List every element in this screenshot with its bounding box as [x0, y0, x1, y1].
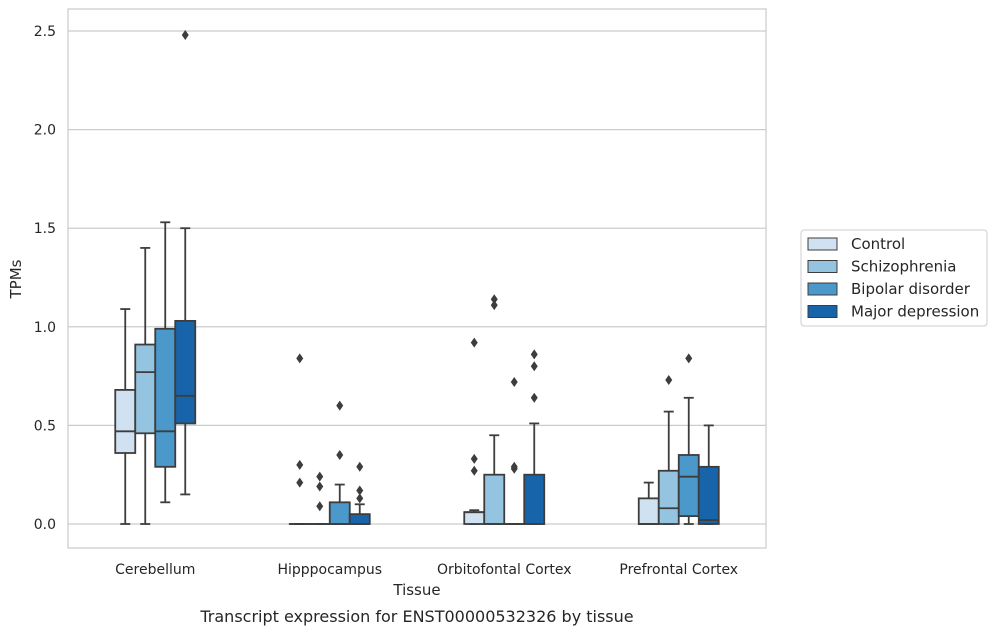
box-group	[503, 377, 526, 525]
box-group	[463, 337, 486, 525]
box	[523, 473, 546, 525]
outlier-point	[316, 501, 324, 512]
outlier-point	[356, 461, 364, 472]
outlier-point	[336, 449, 344, 460]
outlier-point	[356, 485, 364, 496]
legend-label: Major depression	[851, 303, 979, 321]
outlier-point	[530, 349, 538, 360]
outlier-point	[470, 453, 478, 464]
outlier-point	[490, 300, 498, 311]
outlier-point	[470, 337, 478, 348]
box	[463, 511, 486, 525]
outlier-point	[470, 465, 478, 476]
y-axis-label: TPMs	[7, 259, 25, 299]
box	[154, 327, 177, 468]
box	[328, 501, 351, 525]
x-tick-label: Prefrontal Cortex	[619, 562, 738, 578]
box	[677, 454, 700, 518]
box-group	[308, 471, 331, 525]
x-tick-label: Orbitofontal Cortex	[437, 562, 572, 578]
box-group	[328, 400, 351, 525]
plot-frame	[67, 8, 767, 549]
outlier-point	[296, 477, 304, 488]
y-tick-label: 1.5	[34, 221, 56, 237]
x-axis-ticks: Cerebellum Hipppocampus Orbitofontal Corte…	[115, 562, 738, 578]
legend-label: Control	[851, 235, 905, 253]
box-group	[288, 353, 311, 525]
y-tick-label: 2.0	[34, 123, 56, 139]
y-tick-label: 2.5	[34, 24, 56, 40]
box-group	[677, 353, 700, 525]
box-group	[523, 349, 546, 525]
box-group	[174, 29, 197, 496]
box-group	[637, 481, 660, 525]
outlier-point	[510, 377, 518, 388]
box-series	[114, 29, 720, 525]
outlier-point	[356, 493, 364, 504]
box-group	[657, 375, 680, 525]
legend-swatch	[807, 305, 838, 318]
x-tick-label: Cerebellum	[115, 562, 195, 578]
box	[483, 473, 506, 525]
x-axis-label: Tissue	[392, 581, 440, 599]
box	[637, 497, 660, 525]
outlier-point	[665, 375, 673, 386]
y-tick-label: 0.0	[34, 517, 56, 533]
legend-swatch	[807, 260, 838, 273]
box	[134, 343, 157, 435]
outlier-point	[530, 392, 538, 403]
box-group	[154, 221, 177, 504]
box	[657, 469, 680, 525]
outlier-point	[685, 353, 693, 364]
legend-label: Bipolar disorder	[851, 280, 971, 298]
box	[697, 465, 720, 525]
legend-swatch	[807, 282, 838, 296]
box-group	[134, 247, 157, 525]
box-group	[483, 294, 506, 525]
outlier-point	[316, 471, 324, 482]
outlier-point	[181, 29, 189, 40]
legend-label: Schizophrenia	[851, 258, 956, 276]
outlier-point	[316, 481, 324, 492]
outlier-point	[296, 459, 304, 470]
outlier-point	[336, 400, 344, 411]
y-tick-label: 0.5	[34, 418, 56, 434]
box-group	[697, 424, 720, 525]
outlier-point	[296, 353, 304, 364]
outlier-point	[490, 294, 498, 305]
box-group	[348, 461, 371, 525]
y-tick-label: 1.0	[34, 320, 56, 336]
y-axis-ticks: 0.0 0.5 1.0 1.5 2.0 2.5	[34, 24, 56, 533]
chart-caption: Transcript expression for ENST0000053232…	[199, 607, 633, 626]
legend-frame	[800, 229, 988, 327]
outlier-point	[530, 361, 538, 372]
box	[174, 319, 197, 425]
legend: Control Schizophrenia Bipolar disorder Majo…	[800, 229, 988, 327]
legend-swatch	[807, 237, 838, 251]
outlier-point	[510, 463, 518, 474]
x-tick-label: Hipppocampus	[277, 562, 382, 578]
box-group	[114, 308, 137, 525]
box	[348, 513, 371, 525]
box	[114, 389, 137, 454]
